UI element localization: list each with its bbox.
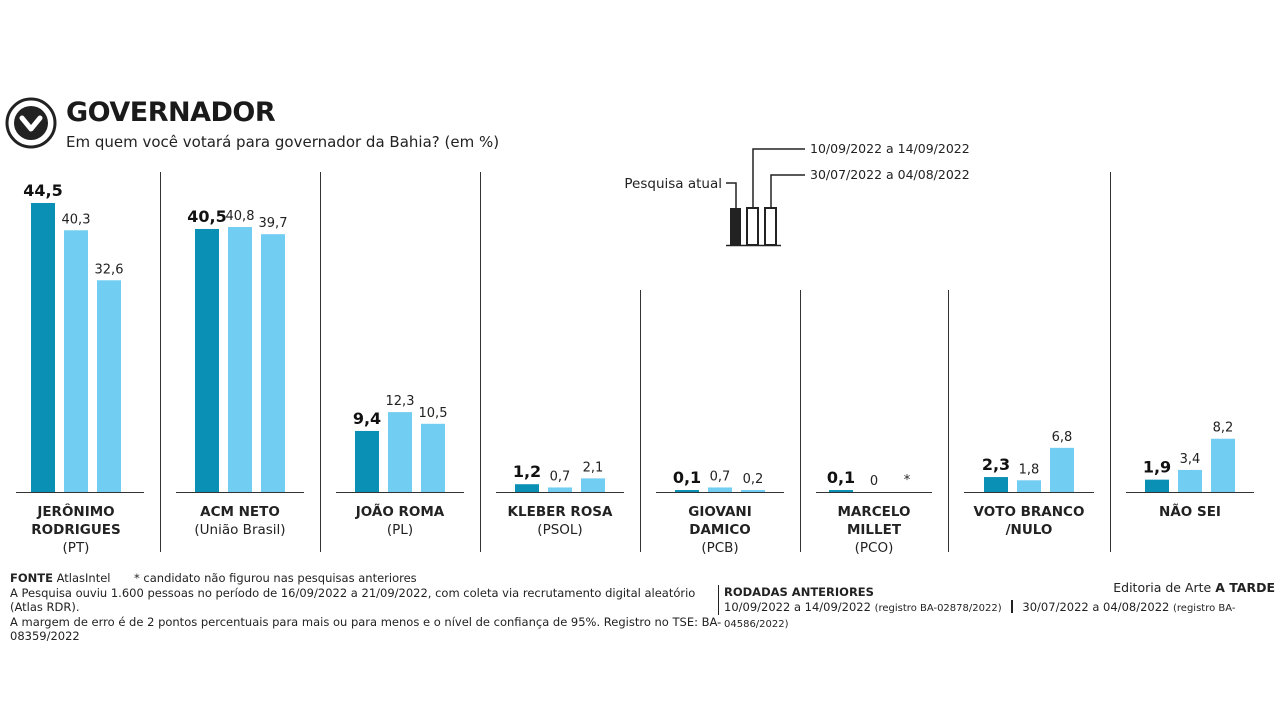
legend-leader-current (726, 182, 737, 208)
bar (261, 234, 285, 492)
data-label: 2,1 (583, 460, 604, 475)
category-party: (PL) (387, 522, 413, 538)
bar (548, 487, 572, 492)
previous-round-2-registry: (registro BA-04586/2022) (724, 602, 1236, 631)
legend-leader-round2 (752, 148, 805, 208)
footer-source-value: AtlasIntel (56, 571, 111, 585)
bar (515, 484, 539, 492)
category-label: MILLET (847, 522, 902, 538)
bar (355, 430, 379, 492)
legend-label-current: Pesquisa atual (624, 176, 722, 192)
labels-layer: 44,540,3 32,6 JERÔNIMO RODRIGUES (PT) 40,540,… (23, 181, 1233, 556)
bar (388, 412, 412, 492)
bar (1050, 447, 1074, 492)
previous-rounds-label: RODADAS ANTERIORES (724, 585, 874, 599)
data-label: 9,4 (353, 409, 381, 428)
legend-swatch-round2 (746, 207, 759, 246)
data-label: * (904, 473, 911, 488)
data-label: 2,3 (982, 455, 1010, 474)
previous-round-1-dates: 10/09/2022 a 14/09/2022 (724, 599, 871, 614)
category-label: NÃO SEI (1159, 503, 1221, 520)
data-label: 0,7 (710, 469, 731, 484)
category-party: (PT) (63, 540, 90, 556)
data-label: 40,8 (226, 209, 255, 224)
bar (1211, 438, 1235, 492)
data-label: 44,5 (23, 181, 62, 200)
previous-round-2-dates: 30/07/2022 a 04/08/2022 (1022, 599, 1170, 614)
bar (97, 280, 121, 492)
footer-source-label: FONTE (10, 571, 53, 585)
bar (675, 490, 699, 492)
category-party: (União Brasil) (194, 522, 285, 538)
data-label: 0,1 (673, 468, 701, 487)
data-label: 3,4 (1180, 452, 1201, 467)
category-label: JERÔNIMO (36, 502, 114, 520)
data-label: 0,7 (550, 469, 571, 484)
legend-swatch-current (730, 208, 741, 245)
data-label: 12,3 (386, 394, 415, 409)
chart-legend: Pesquisa atual 10/09/2022 a 14/09/2022 3… (624, 141, 970, 247)
bar-chart: 44,540,3 32,6 JERÔNIMO RODRIGUES (PT) 40,540,… (16, 141, 1254, 556)
category-label: GIOVANI (688, 504, 752, 520)
category-party: (PCO) (855, 540, 894, 556)
bar (1017, 480, 1041, 492)
legend-label-round3: 30/07/2022 a 04/08/2022 (810, 167, 970, 182)
footer-method-note: A Pesquisa ouviu 1.600 pessoas no períod… (10, 585, 696, 615)
bar (228, 227, 252, 492)
bar (195, 228, 219, 492)
footer-source: FONTE AtlasIntel (10, 571, 730, 586)
bar (741, 490, 765, 492)
bar (581, 478, 605, 492)
data-label: 0 (870, 474, 878, 489)
data-label: 0,2 (743, 472, 764, 487)
bar (829, 490, 853, 492)
category-party: (PSOL) (537, 522, 582, 538)
logo-icon (5, 97, 57, 149)
footer-margin-note: A margem de erro é de 2 pontos percentua… (10, 614, 722, 644)
category-label: VOTO BRANCO (974, 504, 1085, 520)
data-label: 40,5 (187, 207, 226, 226)
category-label: MARCELO (837, 504, 910, 520)
bar (64, 230, 88, 492)
bars-layer (31, 203, 1235, 492)
legend-label-round2: 10/09/2022 a 14/09/2022 (810, 141, 970, 156)
footer-asterisk-note: * candidato não figurou nas pesquisas an… (134, 571, 417, 585)
data-label: 1,8 (1019, 462, 1040, 477)
data-label: 6,8 (1052, 430, 1073, 445)
legend-swatch-round3 (764, 207, 777, 246)
data-label: 32,6 (95, 262, 124, 277)
category-label: DAMICO (689, 522, 751, 538)
category-label: JOÃO ROMA (355, 503, 445, 520)
data-label: 1,2 (513, 462, 541, 481)
category-label: RODRIGUES (31, 522, 120, 538)
data-label: 39,7 (259, 216, 288, 231)
category-label: /NULO (1006, 522, 1053, 538)
bar (1145, 479, 1169, 492)
data-label: 10,5 (419, 406, 448, 421)
bar (421, 423, 445, 492)
bar (31, 203, 55, 492)
previous-round-1-registry: (registro BA-02878/2022) (874, 602, 1002, 614)
bar (1178, 469, 1202, 492)
footer-previous-rounds: RODADAS ANTERIORES 10/09/2022 a 14/09/20… (718, 585, 1279, 630)
data-label: 1,9 (1143, 458, 1171, 477)
page-title: GOVERNADOR (66, 97, 276, 128)
category-party: (PCB) (701, 540, 738, 556)
footer-separator (1011, 599, 1013, 613)
page-subtitle: Em quem você votará para governador da B… (66, 133, 500, 151)
data-label: 0,1 (827, 468, 855, 487)
group-dividers (16, 172, 1254, 552)
category-label: KLEBER ROSA (508, 504, 613, 520)
data-label: 8,2 (1213, 421, 1234, 436)
credit-prefix: Editoria de Arte (1113, 580, 1212, 595)
category-label: ACM NETO (200, 504, 280, 520)
bar (708, 487, 732, 492)
footer-notes: FONTE AtlasIntel A Pesquisa ouviu 1.600 … (10, 571, 730, 644)
footer-credit: Editoria de Arte A TARDE (1113, 580, 1275, 596)
data-label: 40,3 (62, 212, 91, 227)
bar (984, 477, 1008, 492)
legend-leader-round3 (770, 174, 805, 208)
credit-name: A TARDE (1215, 580, 1275, 595)
